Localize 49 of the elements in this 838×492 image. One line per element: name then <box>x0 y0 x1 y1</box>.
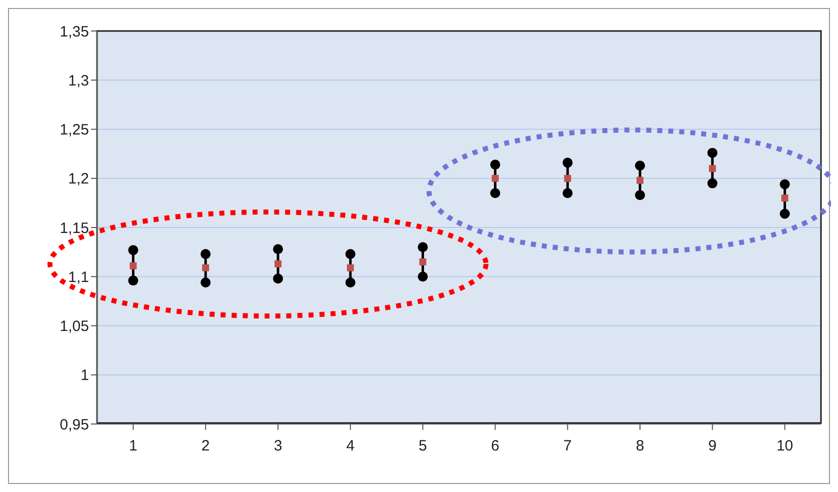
x-tick-label: 10 <box>776 438 794 455</box>
point <box>562 188 573 198</box>
x-tick-label: 3 <box>274 438 282 455</box>
point <box>490 160 500 170</box>
point <box>345 278 356 288</box>
y-tick-label: 1,15 <box>60 220 89 237</box>
point <box>490 188 500 198</box>
point <box>346 264 354 272</box>
x-tick-label: 2 <box>201 438 210 455</box>
point <box>635 190 645 200</box>
point <box>707 178 718 188</box>
y-tick-label: 1,3 <box>68 72 89 90</box>
point <box>419 258 426 266</box>
x-tick-label: 8 <box>636 438 644 455</box>
point <box>492 174 499 182</box>
point <box>273 244 283 254</box>
point <box>128 245 138 256</box>
point <box>130 262 137 270</box>
point <box>202 264 210 272</box>
point <box>128 276 138 286</box>
point <box>781 194 788 202</box>
y-tick-label: 0,95 <box>60 416 89 434</box>
point <box>418 242 428 252</box>
x-tick-label: 7 <box>563 438 572 455</box>
x-tick-label: 6 <box>491 438 500 455</box>
point <box>200 249 211 260</box>
point <box>780 179 790 190</box>
x-tick-label: 5 <box>418 438 427 455</box>
point <box>635 160 645 171</box>
point <box>345 249 356 260</box>
y-tick-label: 1,1 <box>68 268 89 286</box>
point <box>780 208 790 219</box>
point <box>274 260 282 268</box>
point <box>273 274 283 284</box>
point <box>564 174 572 182</box>
y-tick-label: 1,05 <box>60 318 89 336</box>
point <box>707 148 718 158</box>
point <box>200 278 211 288</box>
point <box>418 272 428 282</box>
point <box>562 158 573 168</box>
point <box>708 165 716 172</box>
x-tick-label: 4 <box>346 438 355 455</box>
y-tick-label: 1,35 <box>60 23 89 40</box>
point <box>636 176 644 184</box>
x-tick-label: 9 <box>708 438 717 455</box>
x-tick-label: 1 <box>129 438 138 455</box>
y-tick-label: 1 <box>80 367 89 384</box>
y-tick-label: 1,2 <box>68 170 89 188</box>
y-tick-label: 1,25 <box>60 122 89 139</box>
